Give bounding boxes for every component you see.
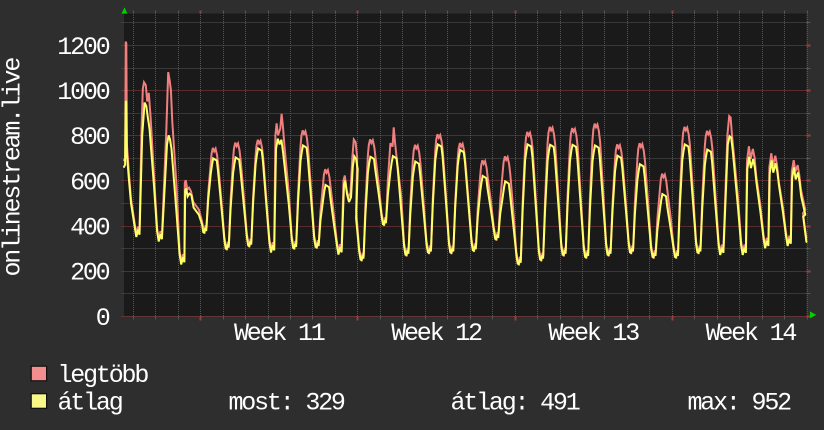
svg-text:átlag: átlag: [58, 388, 122, 417]
svg-text:400: 400: [70, 214, 110, 243]
svg-text:onlinestream.live: onlinestream.live: [0, 58, 28, 277]
svg-text:most: 329: most: 329: [229, 388, 345, 417]
svg-text:1200: 1200: [57, 33, 109, 62]
svg-text:Week 13: Week 13: [548, 319, 639, 348]
svg-text:Week 12: Week 12: [391, 319, 482, 348]
svg-text:átlag: 491: átlag: 491: [451, 388, 580, 417]
svg-text:legtöbb: legtöbb: [58, 361, 149, 390]
svg-text:Week 11: Week 11: [234, 319, 325, 348]
svg-text:600: 600: [70, 168, 110, 197]
svg-text:0: 0: [96, 304, 110, 333]
svg-text:1000: 1000: [57, 78, 109, 107]
svg-text:Week 14: Week 14: [706, 319, 797, 348]
svg-text:max: 952: max: 952: [688, 388, 792, 417]
svg-text:800: 800: [70, 123, 110, 152]
svg-text:200: 200: [70, 259, 110, 288]
